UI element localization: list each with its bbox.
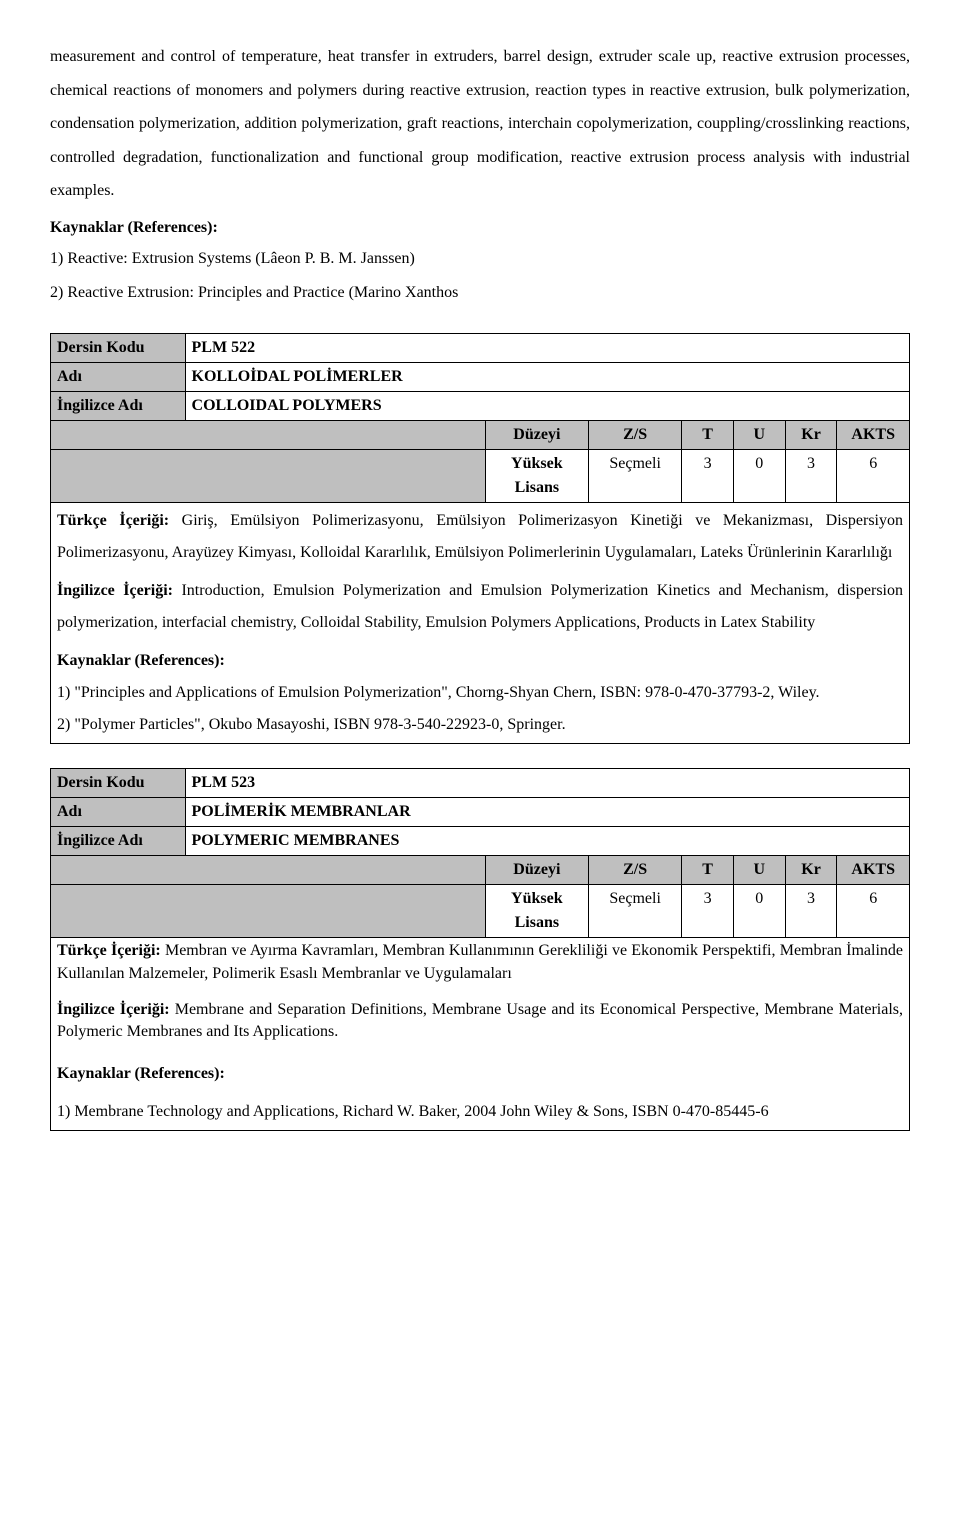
- course2-table: Dersin Kodu PLM 523 Adı POLİMERİK MEMBRA…: [50, 768, 910, 1131]
- course1-kr: 3: [785, 450, 837, 503]
- course1-title-en: COLLOIDAL POLYMERS: [185, 392, 909, 421]
- course1-refs-title: Kaynaklar (References):: [57, 645, 903, 677]
- top-paragraph: measurement and control of temperature, …: [50, 40, 910, 208]
- course2-title-en: POLYMERIC MEMBRANES: [185, 827, 909, 856]
- empty-header-4: [51, 885, 486, 938]
- course2-akts: 6: [837, 885, 910, 938]
- label-duzeyi-2: Düzeyi: [485, 856, 588, 885]
- label-u-2: U: [733, 856, 785, 885]
- ingilizce-icerigi-label: İngilizce İçeriği:: [57, 582, 173, 599]
- course1-t: 3: [682, 450, 734, 503]
- course1-u: 0: [733, 450, 785, 503]
- course2-tr-content: Membran ve Ayırma Kavramları, Membran Ku…: [57, 942, 903, 981]
- course1-zs: Seçmeli: [589, 450, 682, 503]
- course2-ref1: 1) Membrane Technology and Applications,…: [57, 1096, 903, 1128]
- top-ref-2: 2) Reactive Extrusion: Principles and Pr…: [50, 276, 910, 310]
- ingilizce-icerigi-label-2: İngilizce İçeriği:: [57, 1001, 170, 1018]
- course2-zs: Seçmeli: [589, 885, 682, 938]
- course1-ref2: 2) "Polymer Particles", Okubo Masayoshi,…: [57, 709, 903, 741]
- label-t-2: T: [682, 856, 734, 885]
- top-ref-1: 1) Reactive: Extrusion Systems (Lâeon P.…: [50, 242, 910, 276]
- label-adi: Adı: [51, 363, 186, 392]
- course2-duzeyi: Yüksek Lisans: [485, 885, 588, 938]
- label-u: U: [733, 421, 785, 450]
- course1-duzeyi: Yüksek Lisans: [485, 450, 588, 503]
- course2-kr: 3: [785, 885, 837, 938]
- course2-t: 3: [682, 885, 734, 938]
- course2-code: PLM 523: [185, 769, 909, 798]
- course1-table: Dersin Kodu PLM 522 Adı KOLLOİDAL POLİME…: [50, 333, 910, 744]
- label-duzeyi: Düzeyi: [485, 421, 588, 450]
- label-ingilizce-adi: İngilizce Adı: [51, 392, 186, 421]
- label-dersin-kodu-2: Dersin Kodu: [51, 769, 186, 798]
- empty-header-2: [51, 450, 486, 503]
- label-akts-2: AKTS: [837, 856, 910, 885]
- course1-code: PLM 522: [185, 334, 909, 363]
- label-adi-2: Adı: [51, 798, 186, 827]
- label-akts: AKTS: [837, 421, 910, 450]
- empty-header-3: [51, 856, 486, 885]
- top-refs-title: Kaynaklar (References):: [50, 216, 910, 240]
- course2-en-content: Membrane and Separation Definitions, Mem…: [57, 1001, 903, 1040]
- label-ingilizce-adi-2: İngilizce Adı: [51, 827, 186, 856]
- label-dersin-kodu: Dersin Kodu: [51, 334, 186, 363]
- label-t: T: [682, 421, 734, 450]
- course1-en-content: Introduction, Emulsion Polymerization an…: [57, 582, 903, 631]
- label-zs: Z/S: [589, 421, 682, 450]
- turkce-icerigi-label: Türkçe İçeriği:: [57, 512, 169, 529]
- label-kr-2: Kr: [785, 856, 837, 885]
- course2-content: Türkçe İçeriği: Membran ve Ayırma Kavram…: [51, 938, 910, 1131]
- course1-akts: 6: [837, 450, 910, 503]
- label-kr: Kr: [785, 421, 837, 450]
- course2-refs-title: Kaynaklar (References):: [57, 1058, 903, 1090]
- turkce-icerigi-label-2: Türkçe İçeriği:: [57, 942, 161, 959]
- label-zs-2: Z/S: [589, 856, 682, 885]
- course2-title-tr: POLİMERİK MEMBRANLAR: [185, 798, 909, 827]
- course1-ref1: 1) "Principles and Applications of Emuls…: [57, 677, 903, 709]
- course1-content: Türkçe İçeriği: Giriş, Emülsiyon Polimer…: [51, 503, 910, 744]
- empty-header: [51, 421, 486, 450]
- course1-title-tr: KOLLOİDAL POLİMERLER: [185, 363, 909, 392]
- course2-u: 0: [733, 885, 785, 938]
- course1-tr-content: Giriş, Emülsiyon Polimerizasyonu, Emülsi…: [57, 512, 903, 561]
